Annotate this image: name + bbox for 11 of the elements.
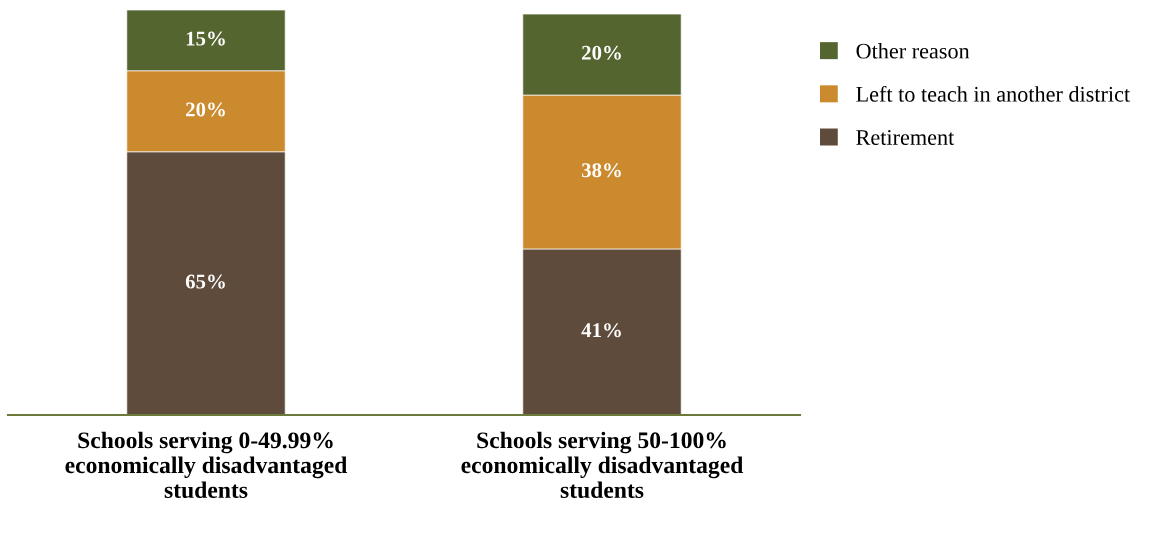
legend-label: Other reason bbox=[856, 42, 970, 59]
x-tick-label: Schools serving 50-100% economically disadvantaged students bbox=[461, 431, 744, 499]
data-label: 38% bbox=[581, 163, 621, 178]
x-tick-label: Schools serving 0-49.99% economically disadvantaged students bbox=[65, 431, 348, 499]
legend-label: Retirement bbox=[856, 130, 955, 145]
data-label: 65% bbox=[185, 274, 225, 289]
data-label: 41% bbox=[581, 323, 621, 338]
data-label: 20% bbox=[582, 45, 621, 60]
data-label: 20% bbox=[186, 102, 225, 117]
legend-label: Left to teach in another district bbox=[856, 85, 1131, 102]
data-label: 15% bbox=[186, 31, 225, 46]
